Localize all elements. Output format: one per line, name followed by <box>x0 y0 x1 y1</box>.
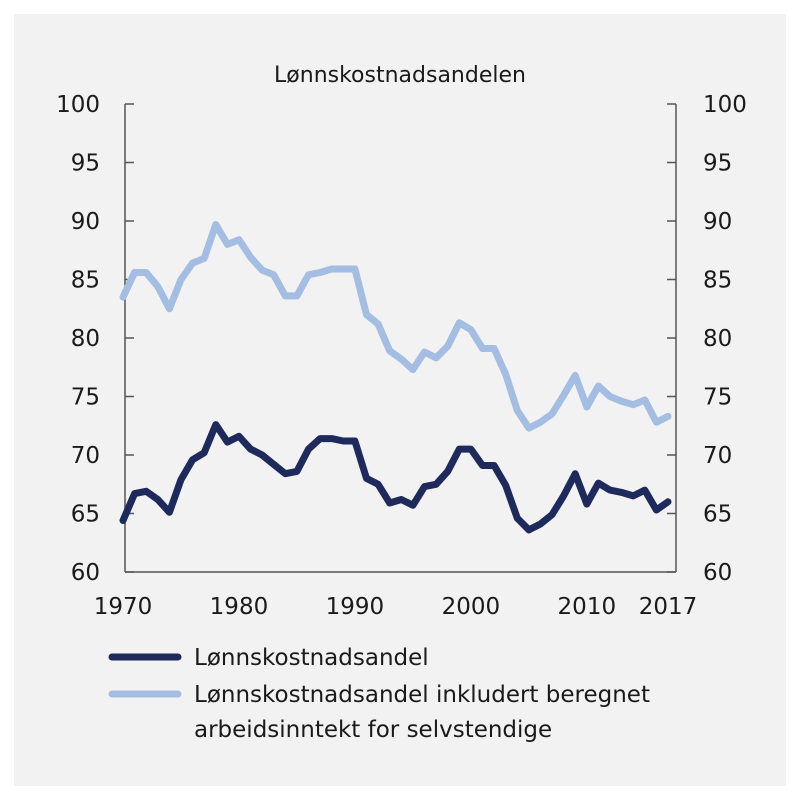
x-tick-label: 2000 <box>442 594 501 620</box>
legend-label-inkludert-line2: arbeidsinntekt for selvstendige <box>194 717 552 743</box>
x-tick-label: 2010 <box>558 594 617 620</box>
x-tick-label: 2017 <box>639 594 698 620</box>
legend-label-lonnskostnadsandel: Lønnskostnadsandel <box>194 645 429 671</box>
right-y-tick-label: 95 <box>703 151 732 177</box>
left-y-tick-label: 65 <box>71 502 100 528</box>
left-y-tick-label: 100 <box>56 92 100 118</box>
chart-title: Lønnskostnadsandelen <box>274 63 526 88</box>
series-line-lonnskostnadsandel <box>119 421 672 534</box>
left-y-tick-label: 70 <box>71 443 100 469</box>
legend: Lønnskostnadsandel Lønnskostnadsandel in… <box>108 645 650 743</box>
series-group <box>119 221 672 534</box>
x-tick-label: 1980 <box>210 594 269 620</box>
legend-label-inkludert-line1: Lønnskostnadsandel inkludert beregnet <box>194 682 650 708</box>
left-y-tick-label: 95 <box>71 151 100 177</box>
right-y-tick-label: 65 <box>703 502 732 528</box>
right-y-tick-label: 85 <box>703 268 732 294</box>
left-y-tick-label: 80 <box>71 326 100 352</box>
x-tick-label: 1990 <box>326 594 385 620</box>
series-line-inkludert-selvstendige <box>119 221 672 432</box>
x-tick-label: 1970 <box>94 594 153 620</box>
legend-item-lonnskostnadsandel: Lønnskostnadsandel <box>108 645 429 671</box>
left-y-tick-label: 85 <box>71 268 100 294</box>
right-y-tick-label: 100 <box>703 92 747 118</box>
left-y-tick-label: 90 <box>71 209 100 235</box>
right-y-tick-label: 80 <box>703 326 732 352</box>
right-y-tick-label: 90 <box>703 209 732 235</box>
right-y-tick-label: 75 <box>703 385 732 411</box>
right-y-tick-label: 70 <box>703 443 732 469</box>
left-y-tick-label: 75 <box>71 385 100 411</box>
right-y-tick-label: 60 <box>703 560 732 586</box>
left-y-tick-label: 60 <box>71 560 100 586</box>
legend-item-inkludert-selvstendige: Lønnskostnadsandel inkludert beregnet ar… <box>108 682 650 743</box>
